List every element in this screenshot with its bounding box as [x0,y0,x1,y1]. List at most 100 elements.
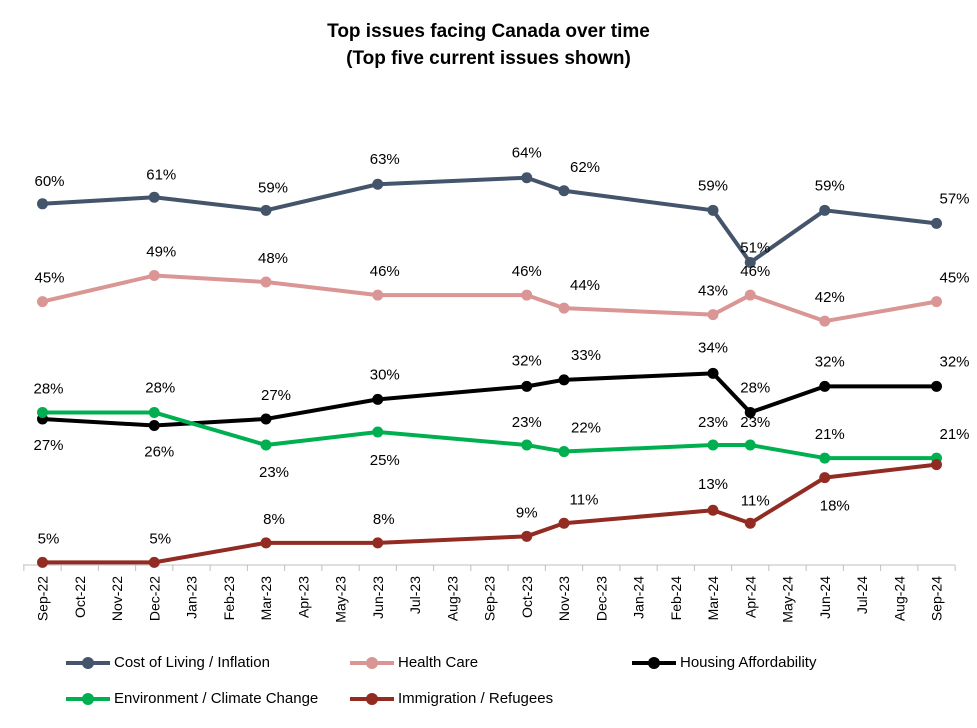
data-label: 46% [512,263,542,280]
data-label: 64% [512,145,542,162]
data-label: 33% [571,347,601,364]
data-label: 25% [370,452,400,469]
data-label: 23% [698,414,728,431]
data-point [148,419,160,431]
data-point [521,289,533,301]
data-label: 63% [370,151,400,168]
data-point [558,446,570,458]
data-point [744,289,756,301]
data-point [148,556,160,568]
x-tick-label: May-24 [780,576,796,623]
series-line [42,410,937,461]
data-label: 11% [741,492,770,509]
data-point [148,191,160,203]
x-tick-label: Oct-22 [72,576,88,618]
data-label: 44% [570,277,600,294]
data-point [707,367,719,379]
data-label: 46% [370,263,400,280]
x-tick-label: Feb-24 [668,576,684,621]
data-point [819,452,831,464]
data-point [819,380,831,392]
data-label: 23% [259,464,289,481]
x-tick-label: Jul-24 [854,576,870,614]
series-line [42,371,937,428]
data-point [707,309,719,321]
x-tick-label: Dec-22 [146,576,162,621]
data-label: 8% [373,511,395,528]
data-label: 21% [939,426,969,443]
data-label: 60% [34,173,64,190]
series-line [42,462,937,565]
data-point [37,296,48,308]
data-point [521,439,533,451]
data-point [558,517,570,529]
data-label: 5% [38,530,60,547]
data-point [558,185,570,197]
data-point [260,537,272,549]
data-point [744,517,756,529]
data-point [521,172,533,184]
x-tick-label: Mar-24 [705,576,721,621]
data-label: 49% [146,244,176,261]
data-label: 59% [258,179,288,196]
x-tick-label: Feb-23 [221,576,237,621]
data-point [260,413,272,425]
series-health-care [37,270,942,327]
x-tick-label: Sep-24 [929,576,945,621]
x-tick-label: Sep-22 [35,576,51,621]
data-label: 22% [571,420,601,437]
data-point [819,204,831,216]
data-label: 45% [34,270,64,287]
data-point [707,504,719,516]
data-label: 8% [263,511,285,528]
data-point [37,556,48,568]
data-label: 28% [33,380,63,397]
x-tick-label: Dec-23 [593,576,609,621]
x-axis: Sep-22 Oct-22 Nov-22 Dec-22 Jan-23 Feb-23 Mar-… [23,564,956,623]
x-tick-label: Nov-22 [109,576,125,621]
data-point [931,296,942,308]
data-label: 21% [815,426,845,443]
data-label: 59% [815,177,845,194]
data-point [260,204,272,216]
x-tick-label: Jan-24 [631,576,647,619]
data-label: 62% [570,159,600,176]
data-label: 27% [261,387,291,404]
data-label: 11% [570,491,599,508]
series-environment-climate-change [37,406,942,464]
data-label: 57% [939,190,969,207]
data-labels: 60% 61% 59% 63% 64% 62% 59% 51% 59% 57% 45% 49% 48% 4… [33,145,969,548]
data-label: 13% [698,476,728,493]
x-tick-label: Jan-23 [184,576,200,619]
series-cost-of-living-inflation [37,172,942,268]
data-point [744,256,756,268]
data-point [819,472,831,484]
data-point [372,289,384,301]
data-point [558,374,570,386]
data-point [744,406,756,418]
data-point [931,217,942,229]
x-tick-label: Jul-23 [407,576,423,614]
x-tick-label: Mar-23 [258,576,274,621]
series-line [42,273,937,324]
x-tick-label: Sep-23 [482,576,498,621]
data-label: 32% [815,353,845,370]
data-label: 51% [740,239,770,256]
data-point [37,406,48,418]
data-label: 30% [370,366,400,383]
data-label: 23% [740,414,770,431]
series-group [37,172,942,568]
data-point [260,276,272,288]
data-point [707,439,719,451]
x-tick-label: Jun-23 [370,576,386,619]
data-point [521,380,533,392]
data-label: 45% [939,270,969,287]
data-label: 9% [516,504,538,521]
data-label: 28% [740,379,770,396]
data-point [148,270,160,282]
data-label: 61% [146,166,176,183]
x-tick-label: Jun-24 [817,576,833,619]
data-label: 48% [258,250,288,267]
series-immigration-refugees [37,459,942,568]
